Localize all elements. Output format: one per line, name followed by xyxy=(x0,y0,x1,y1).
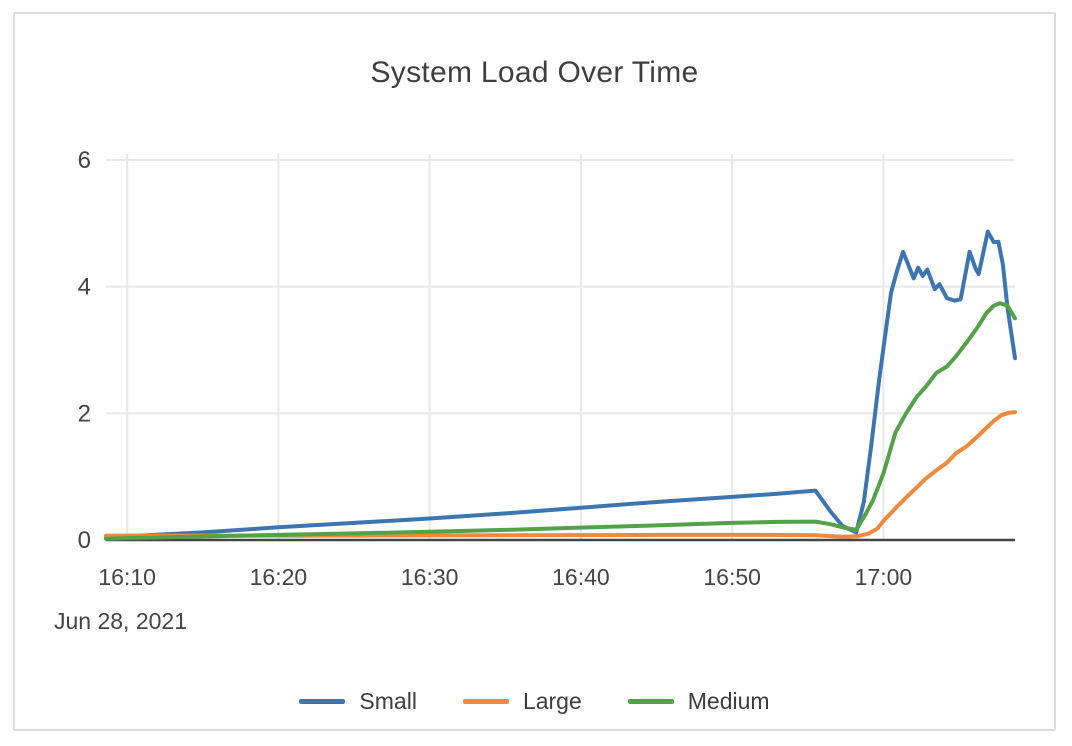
legend-label: Large xyxy=(522,688,582,714)
x-tick-label: 16:10 xyxy=(98,564,156,590)
x-tick-label: 16:20 xyxy=(250,564,308,590)
legend-item-large[interactable]: Large xyxy=(462,688,582,715)
chart-canvas: 0 2 4 6 16:10 16:20 16:30 16:40 16:50 17:00 xyxy=(78,147,1017,590)
x-tick-label: 16:40 xyxy=(552,564,610,590)
y-tick-label: 2 xyxy=(78,400,91,427)
series-line-large xyxy=(104,410,1017,539)
legend-line-swatch-medium xyxy=(627,699,674,704)
x-tick-label: 16:30 xyxy=(401,564,459,590)
y-tick-label: 4 xyxy=(78,274,91,301)
y-tick-label: 6 xyxy=(78,147,91,174)
chart-card: System Load Over Time 0 2 4 6 16:10 16:20 16:3… xyxy=(13,12,1056,731)
chart-title: System Load Over Time xyxy=(370,56,699,89)
legend-line-swatch-small xyxy=(299,699,346,704)
series-line-medium xyxy=(104,301,1017,541)
legend: Small Large Medium xyxy=(15,688,1054,715)
legend-line-swatch-large xyxy=(462,699,509,704)
x-tick-label: 16:50 xyxy=(703,564,761,590)
y-tick-label: 0 xyxy=(78,527,91,554)
legend-item-medium[interactable]: Medium xyxy=(627,688,770,715)
legend-label: Medium xyxy=(687,688,770,714)
legend-item-small[interactable]: Small xyxy=(299,688,417,715)
x-axis-date-label: Jun 28, 2021 xyxy=(54,608,188,634)
legend-label: Small xyxy=(359,688,417,714)
series-line-small xyxy=(104,229,1017,541)
x-tick-label: 17:00 xyxy=(855,564,913,590)
